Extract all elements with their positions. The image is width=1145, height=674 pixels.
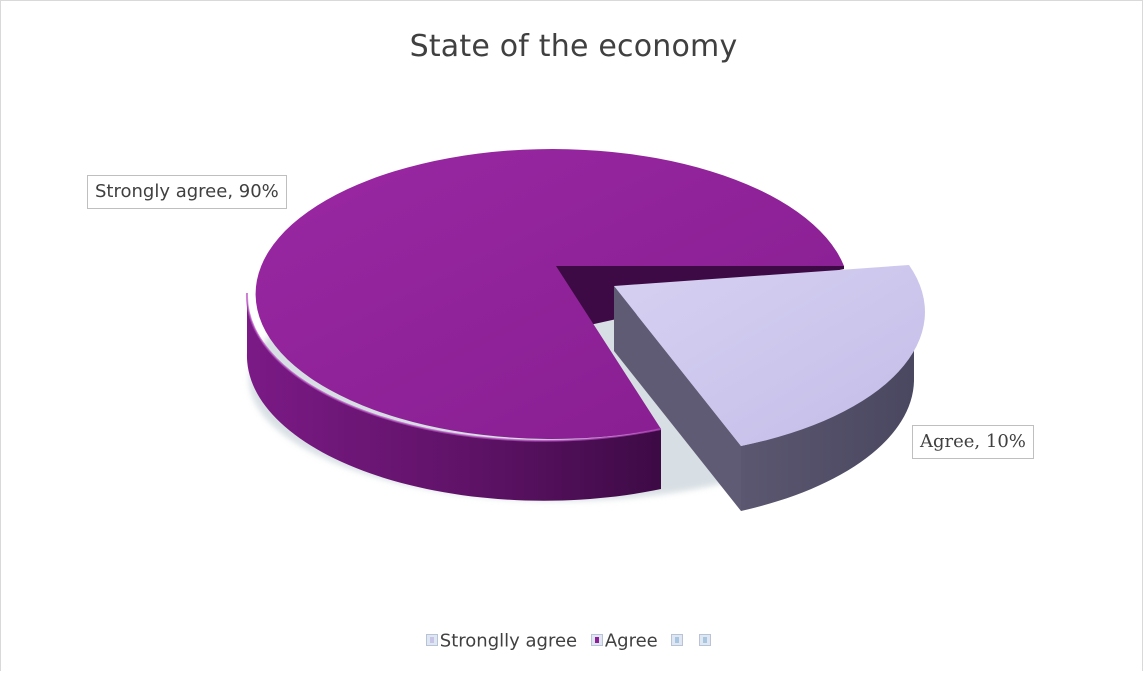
legend-swatch-icon: [699, 634, 712, 647]
legend-swatch-icon: [425, 634, 438, 647]
slice-agree-side-left: [614, 286, 741, 511]
legend-item-4: [699, 630, 713, 652]
data-label-agree: Agree, 10%: [912, 425, 1034, 459]
legend-item-2: Agree: [590, 630, 658, 652]
slice-strongly-agree: [255, 149, 845, 440]
legend: Stronglly agree Agree: [1, 630, 1145, 652]
data-label-strongly-agree: Strongly agree, 90%: [87, 175, 287, 209]
slice-strongly-agree-side: [246, 293, 662, 501]
chart-title: State of the economy: [409, 29, 738, 64]
legend-swatch-icon: [671, 634, 684, 647]
legend-label-2: Agree: [604, 630, 658, 652]
legend-item-1: Stronglly agree: [425, 630, 578, 652]
slice-agree: [614, 265, 925, 446]
slice-strongly-agree-rim: [245, 292, 662, 442]
legend-swatch-icon: [590, 634, 603, 647]
slice-agree-side-outer: [741, 341, 914, 511]
legend-label-1: Stronglly agree: [439, 630, 578, 652]
legend-item-3: [671, 630, 685, 652]
